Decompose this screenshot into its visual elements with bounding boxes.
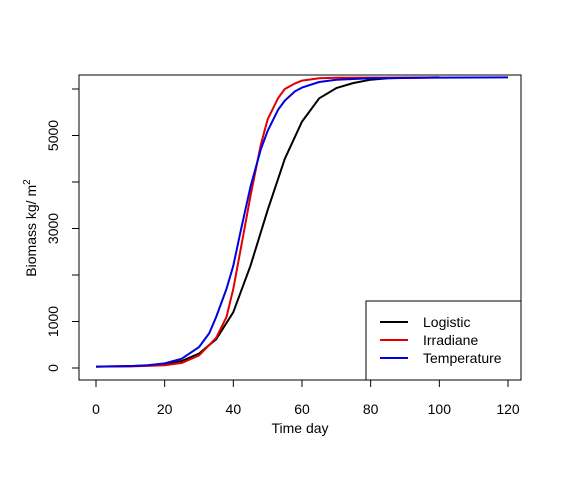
y-tick-label: 0 (45, 364, 61, 372)
y-tick-label: 1000 (45, 306, 61, 337)
legend: Logistic Irradiane Temperature (365, 300, 522, 381)
series-layer (95, 76, 509, 368)
legend-label-temperature: Temperature (423, 350, 502, 366)
x-tick-label: 100 (428, 401, 452, 417)
x-tick-label: 120 (496, 401, 520, 417)
x-tick-label: 80 (363, 401, 379, 417)
x-axis: 0 20 40 60 80 100 120 (92, 379, 520, 417)
y-tick-label: 5000 (45, 120, 61, 151)
x-tick-label: 0 (92, 401, 100, 417)
legend-items: Logistic Irradiane Temperature (380, 314, 502, 366)
x-tick-label: 40 (226, 401, 242, 417)
y-axis-label: Biomass kg/ m2 (22, 179, 39, 277)
series-line-irradiane (95, 76, 440, 368)
legend-label-irradiane: Irradiane (423, 332, 478, 348)
x-axis-label: Time day (271, 420, 328, 436)
y-axis: 0 1000 3000 5000 (45, 88, 80, 372)
legend-label-logistic: Logistic (423, 314, 470, 330)
y-axis-label-main: Biomass kg/ m (23, 185, 39, 277)
series-line-temperature (95, 76, 509, 368)
x-tick-label: 60 (294, 401, 310, 417)
x-tick-label: 20 (157, 401, 173, 417)
y-tick-label: 3000 (45, 213, 61, 244)
y-axis-label-superscript: 2 (22, 179, 33, 185)
